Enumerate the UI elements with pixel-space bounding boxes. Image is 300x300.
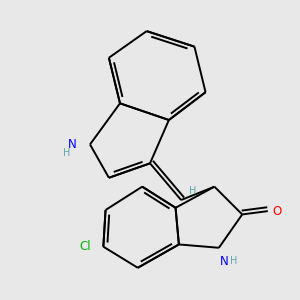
Text: H: H bbox=[230, 256, 237, 266]
Text: H: H bbox=[188, 186, 196, 196]
Text: Cl: Cl bbox=[80, 240, 92, 253]
Text: N: N bbox=[68, 138, 76, 151]
Text: N: N bbox=[220, 255, 229, 268]
Text: H: H bbox=[63, 148, 70, 158]
Text: O: O bbox=[272, 205, 281, 218]
